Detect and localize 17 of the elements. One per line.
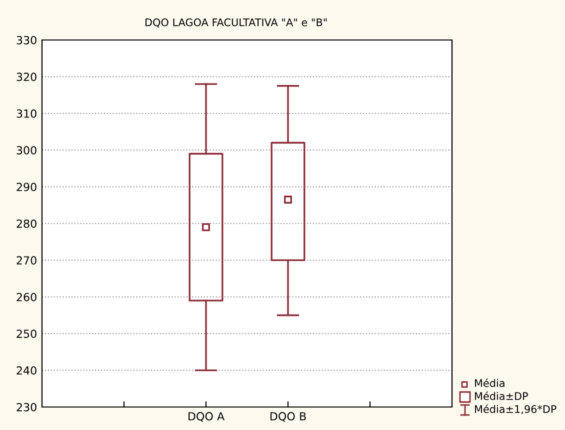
y-tick-label: 330 (16, 36, 36, 44)
y-tick-label: 300 (16, 146, 36, 154)
x-tick-label: DQO A (188, 412, 224, 422)
chart-title: DQO LAGOA FACULTATIVA "A" e "B" (146, 18, 327, 28)
y-tick-label: 260 (16, 292, 36, 302)
y-tick-label: 320 (16, 72, 36, 82)
y-tick-label: 280 (16, 219, 36, 228)
y-tick-label: 290 (16, 182, 36, 192)
y-tick-label: 270 (16, 256, 36, 265)
text: Média±DP (475, 392, 528, 400)
x-tick-label: DQO B (270, 412, 306, 422)
y-tick-label: 230 (16, 402, 36, 412)
y-tick-label: 250 (16, 330, 36, 338)
text: Média (475, 378, 504, 388)
text: Média±1,96*DP (475, 404, 556, 414)
y-tick-label: 240 (16, 366, 36, 375)
y-tick-label: 310 (16, 109, 36, 118)
